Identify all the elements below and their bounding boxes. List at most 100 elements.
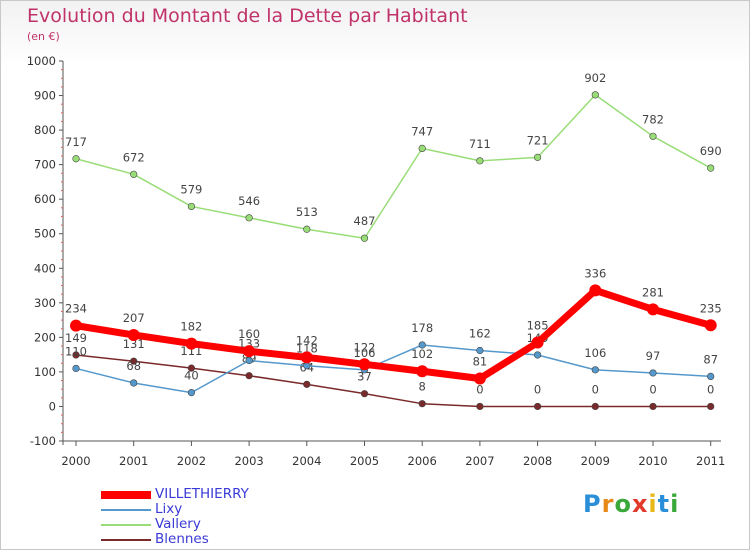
- x-tick-label: 2010: [638, 454, 667, 468]
- data-point: [130, 357, 138, 365]
- legend-swatch: [101, 524, 151, 526]
- data-point: [649, 402, 657, 411]
- x-tick-label: 2002: [177, 454, 206, 468]
- data-label: 782: [642, 112, 664, 126]
- data-label: 131: [123, 337, 145, 351]
- data-label: 110: [65, 344, 87, 358]
- logo-letter: i: [670, 490, 680, 518]
- data-point: [591, 402, 599, 411]
- x-tick-label: 2003: [234, 454, 263, 468]
- data-point: [649, 132, 657, 140]
- logo-letter: P: [583, 490, 602, 518]
- data-label: 8: [419, 380, 426, 394]
- data-label: 0: [534, 382, 541, 396]
- data-label: 672: [123, 150, 145, 164]
- data-point: [70, 319, 82, 332]
- x-tick-label: 2004: [292, 454, 321, 468]
- x-tick-label: 2006: [408, 454, 437, 468]
- data-label: 37: [357, 370, 372, 384]
- data-point: [418, 400, 426, 408]
- legend-swatch: [101, 509, 151, 511]
- data-point: [185, 337, 198, 350]
- y-tick-label: 700: [34, 158, 56, 172]
- y-tick-label: 200: [34, 330, 56, 344]
- legend-swatch: [101, 539, 151, 541]
- data-point: [707, 372, 715, 381]
- series-line-villethierry: [75, 286, 712, 382]
- legend-item: Vallery: [101, 517, 301, 532]
- data-point: [533, 351, 542, 359]
- x-tick-label: 2007: [465, 454, 494, 468]
- data-point: [245, 372, 253, 380]
- data-label: 546: [238, 194, 260, 208]
- data-point: [300, 351, 313, 364]
- data-label: 0: [592, 382, 599, 396]
- x-tick-label: 2008: [523, 454, 552, 468]
- logo-letter: x: [631, 490, 649, 518]
- data-label: 721: [527, 133, 549, 147]
- legend-item: Blennes: [101, 532, 301, 547]
- data-label: 162: [469, 326, 491, 340]
- y-tick-label: 500: [34, 227, 56, 241]
- data-point: [72, 155, 80, 163]
- data-point: [187, 364, 195, 372]
- legend-label: VILLETHIERRY: [155, 486, 249, 502]
- proxiti-logo: Proxiti: [583, 490, 679, 518]
- y-tick-label: 400: [34, 261, 56, 275]
- x-tick-label: 2009: [581, 454, 610, 468]
- legend-item: VILLETHIERRY: [101, 487, 301, 502]
- data-point: [647, 303, 659, 316]
- data-point: [589, 284, 602, 297]
- data-label: 102: [411, 347, 433, 361]
- y-tick-label: 900: [34, 89, 56, 103]
- series-line-blennes: [75, 354, 711, 408]
- logo-letter: i: [648, 490, 658, 518]
- data-label: 0: [476, 382, 483, 396]
- data-label: 178: [411, 321, 433, 335]
- legend-label: Lixy: [155, 501, 183, 517]
- data-point: [245, 214, 253, 222]
- data-label: 118: [296, 342, 318, 356]
- data-label: 717: [65, 135, 87, 149]
- data-label: 0: [649, 382, 656, 396]
- logo-letter: t: [657, 490, 671, 518]
- data-point: [72, 364, 80, 373]
- legend-label: Blennes: [155, 531, 209, 547]
- y-tick-label: 600: [34, 192, 56, 206]
- data-point: [245, 356, 253, 365]
- data-point: [130, 170, 138, 178]
- data-label: 106: [354, 346, 376, 360]
- y-tick-label: 100: [34, 365, 56, 379]
- data-point: [360, 234, 369, 242]
- data-label: 0: [707, 382, 714, 396]
- data-label: 207: [123, 311, 145, 325]
- data-point: [130, 379, 138, 387]
- data-point: [707, 402, 715, 411]
- data-point: [476, 346, 484, 355]
- legend-item: Lixy: [101, 502, 301, 517]
- x-tick-label: 2011: [696, 454, 725, 468]
- data-point: [360, 390, 369, 398]
- data-label: 182: [180, 320, 202, 334]
- series-line-lixy: [75, 344, 711, 394]
- data-point: [649, 369, 657, 377]
- data-label: 149: [65, 331, 87, 345]
- data-label: 235: [700, 301, 722, 315]
- legend-label: Vallery: [155, 516, 201, 532]
- data-label: 185: [527, 319, 549, 333]
- data-label: 487: [354, 214, 376, 228]
- chart-subtitle: (en €): [27, 30, 60, 43]
- data-point: [243, 345, 256, 358]
- chart-title: Evolution du Montant de la Dette par Hab…: [27, 5, 468, 27]
- data-label: 579: [180, 182, 202, 196]
- data-point: [418, 341, 426, 349]
- data-label: 40: [184, 369, 199, 383]
- data-point: [591, 91, 599, 99]
- data-point: [533, 402, 542, 411]
- data-point: [476, 402, 484, 411]
- data-point: [358, 358, 371, 371]
- data-point: [187, 389, 195, 397]
- data-point: [707, 164, 715, 172]
- x-tick-label: 2001: [119, 454, 148, 468]
- data-point: [418, 144, 426, 152]
